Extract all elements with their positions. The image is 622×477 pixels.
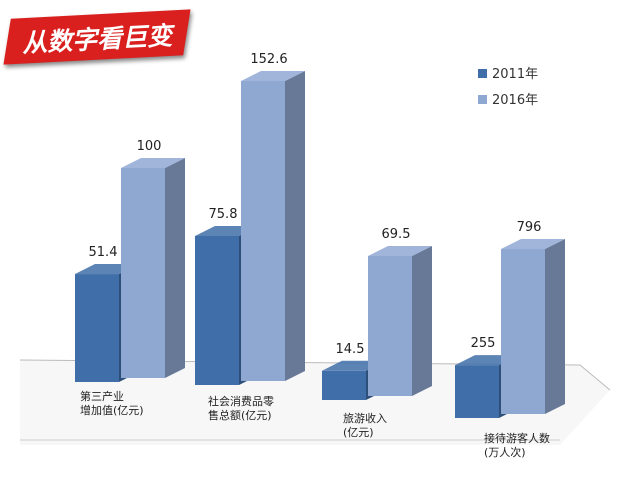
legend-swatch: [478, 95, 487, 104]
bar: [241, 81, 285, 381]
category-label: 旅游收入 (亿元): [343, 412, 387, 439]
bar: [455, 365, 499, 418]
value-label: 152.6: [250, 52, 287, 67]
value-label: 14.5: [336, 342, 365, 357]
value-label: 51.4: [89, 245, 118, 260]
value-label: 75.8: [209, 207, 238, 222]
legend-label: 2016年: [492, 93, 538, 108]
legend-label: 2011年: [492, 67, 538, 82]
category-label: 接待游客人数 (万人次): [484, 432, 550, 459]
value-label: 69.5: [382, 227, 411, 242]
bar-side: [165, 158, 185, 378]
bar: [501, 249, 545, 414]
category-label: 社会消费品零 售总额(亿元): [208, 395, 274, 422]
value-label: 255: [471, 336, 496, 351]
category-label: 第三产业 增加值(亿元): [80, 390, 144, 417]
bar: [75, 274, 119, 382]
value-label: 796: [517, 220, 542, 235]
bar: [322, 370, 366, 400]
bar-top: [241, 71, 305, 81]
legend-swatch: [478, 69, 487, 78]
bar-side: [285, 71, 305, 381]
bar: [195, 235, 239, 385]
bar: [368, 256, 412, 396]
value-label: 100: [137, 139, 162, 154]
bar-top: [368, 246, 432, 256]
bar-side: [545, 239, 565, 414]
bar: [121, 168, 165, 378]
bar-top: [501, 239, 565, 249]
bar-side: [412, 246, 432, 396]
bar-top: [121, 158, 185, 168]
